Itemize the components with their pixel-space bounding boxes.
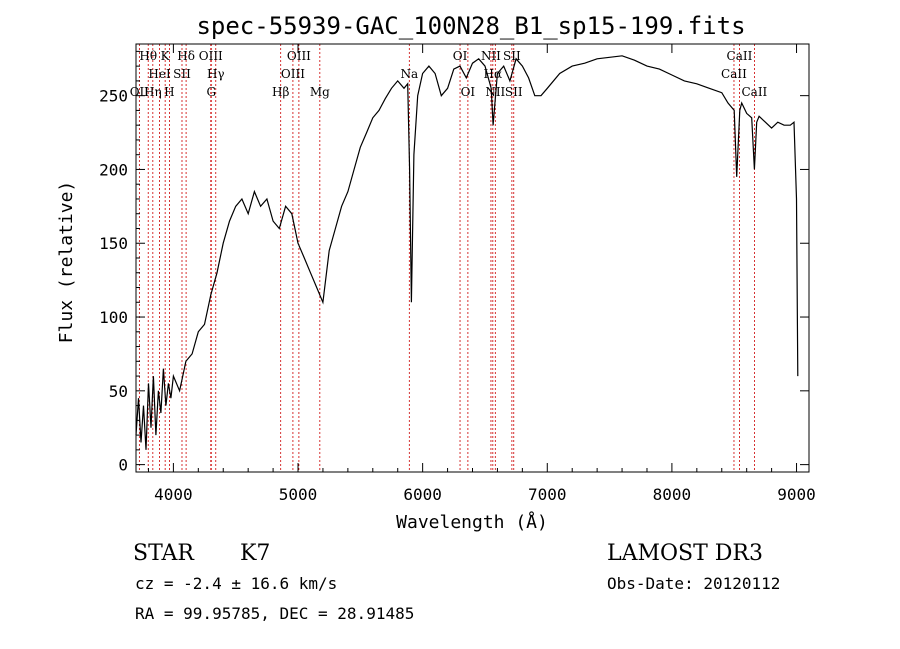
line-id-label: K (161, 49, 171, 63)
obs-date: Obs-Date: 20120112 (607, 574, 780, 593)
y-axis: 0 50 100 150 200 250 (99, 50, 809, 475)
object-class: STAR (133, 541, 195, 566)
line-id-label: SII (173, 67, 191, 81)
line-id-label: G (206, 85, 216, 99)
line-id-label: NII (481, 49, 501, 63)
x-axis: 4000 5000 6000 7000 8000 9000 (147, 44, 816, 504)
coordinates: RA = 99.95785, DEC = 28.91485 (135, 604, 414, 623)
y-tick-label: 150 (99, 234, 128, 253)
y-tick-label: 0 (118, 456, 128, 475)
line-id-label: OIII (281, 67, 305, 81)
y-tick-label: 100 (99, 308, 128, 327)
line-id-label: Hη (144, 85, 162, 99)
x-tick-label: 9000 (777, 485, 816, 504)
x-tick-label: 7000 (528, 485, 567, 504)
line-id-label: CaII (721, 67, 747, 81)
line-id-label: Na (400, 67, 418, 81)
x-axis-label: Wavelength (Å) (396, 511, 548, 533)
redshift-info: cz = -2.4 ± 16.6 km/s (135, 574, 337, 593)
line-id-label: Mg (310, 85, 330, 99)
line-id-label: HeI (148, 67, 171, 81)
line-id-label: OIII (199, 49, 223, 63)
line-id-label: OIII (287, 49, 311, 63)
object-subclass: K7 (240, 541, 270, 566)
line-id-label: OI (453, 49, 468, 63)
y-tick-label: 250 (99, 87, 128, 106)
x-tick-label: 4000 (154, 485, 193, 504)
line-id-label: Hδ (177, 49, 195, 63)
y-tick-label: 50 (109, 382, 128, 401)
line-id-label: CaII (727, 49, 753, 63)
line-id-label: Hθ (139, 49, 157, 63)
y-axis-label: Flux (relative) (56, 181, 77, 344)
spectrum-line (135, 55, 799, 450)
line-id-label: SII (505, 85, 523, 99)
line-id-label: H (164, 85, 174, 99)
survey-label: LAMOST DR3 (607, 541, 763, 566)
x-tick-label: 8000 (653, 485, 692, 504)
x-tick-label: 5000 (279, 485, 318, 504)
line-id-label: Hγ (207, 67, 225, 81)
line-id-label: Hβ (272, 85, 289, 99)
line-id-label: CaII (741, 85, 767, 99)
line-id-label: OI (461, 85, 476, 99)
x-tick-label: 6000 (403, 485, 442, 504)
y-tick-label: 200 (99, 160, 128, 179)
plot-frame (135, 43, 810, 473)
line-markers (138, 44, 755, 472)
chart-title: spec-55939-GAC_100N28_B1_sp15-199.fits (196, 12, 745, 40)
